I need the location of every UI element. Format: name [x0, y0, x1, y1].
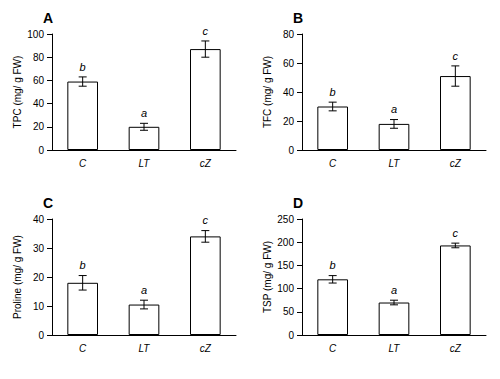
svg-text:a: a — [391, 103, 397, 115]
svg-text:20: 20 — [33, 121, 45, 132]
svg-text:20: 20 — [283, 116, 295, 127]
svg-text:C: C — [329, 343, 337, 354]
svg-text:0: 0 — [288, 330, 294, 341]
svg-text:30: 30 — [33, 243, 45, 254]
svg-text:100: 100 — [27, 29, 44, 40]
svg-text:60: 60 — [33, 75, 45, 86]
svg-text:LT: LT — [139, 158, 151, 169]
svg-text:80: 80 — [33, 52, 45, 63]
svg-text:b: b — [330, 259, 336, 271]
svg-text:200: 200 — [277, 237, 294, 248]
svg-text:0: 0 — [288, 145, 294, 156]
svg-text:150: 150 — [277, 260, 294, 271]
svg-text:C: C — [329, 158, 337, 169]
svg-text:TSP (mg/ g FW): TSP (mg/ g FW) — [262, 241, 273, 313]
svg-text:Proline (mg/ g FW): Proline (mg/ g FW) — [12, 235, 23, 319]
svg-text:A: A — [43, 10, 53, 26]
svg-text:cZ: cZ — [450, 158, 462, 169]
svg-text:0: 0 — [38, 330, 44, 341]
svg-text:LT: LT — [389, 343, 401, 354]
svg-text:cZ: cZ — [450, 343, 462, 354]
svg-text:C: C — [79, 158, 87, 169]
svg-text:a: a — [391, 284, 397, 296]
svg-text:20: 20 — [33, 272, 45, 283]
svg-text:c: c — [203, 214, 209, 226]
svg-text:LT: LT — [389, 158, 401, 169]
svg-text:100: 100 — [277, 283, 294, 294]
svg-text:40: 40 — [283, 87, 295, 98]
svg-text:40: 40 — [33, 214, 45, 225]
svg-text:D: D — [293, 195, 303, 211]
svg-text:50: 50 — [283, 306, 295, 317]
svg-text:60: 60 — [283, 58, 295, 69]
svg-text:TFC (mg/ g FW): TFC (mg/ g FW) — [262, 56, 273, 128]
svg-text:a: a — [141, 284, 147, 296]
svg-text:40: 40 — [33, 98, 45, 109]
svg-text:C: C — [79, 343, 87, 354]
svg-text:80: 80 — [283, 29, 295, 40]
svg-text:C: C — [43, 195, 53, 211]
svg-text:c: c — [453, 227, 459, 239]
svg-text:TPC (mg/ g FW): TPC (mg/ g FW) — [12, 56, 23, 129]
svg-text:cZ: cZ — [200, 158, 212, 169]
svg-text:c: c — [453, 50, 459, 62]
svg-text:0: 0 — [38, 145, 44, 156]
svg-text:a: a — [141, 107, 147, 119]
svg-text:10: 10 — [33, 301, 45, 312]
svg-text:b: b — [80, 259, 86, 271]
svg-text:b: b — [330, 86, 336, 98]
svg-text:cZ: cZ — [200, 343, 212, 354]
svg-text:250: 250 — [277, 214, 294, 225]
svg-text:c: c — [203, 25, 209, 37]
svg-text:LT: LT — [139, 343, 151, 354]
svg-text:B: B — [293, 10, 303, 26]
svg-text:b: b — [80, 61, 86, 73]
